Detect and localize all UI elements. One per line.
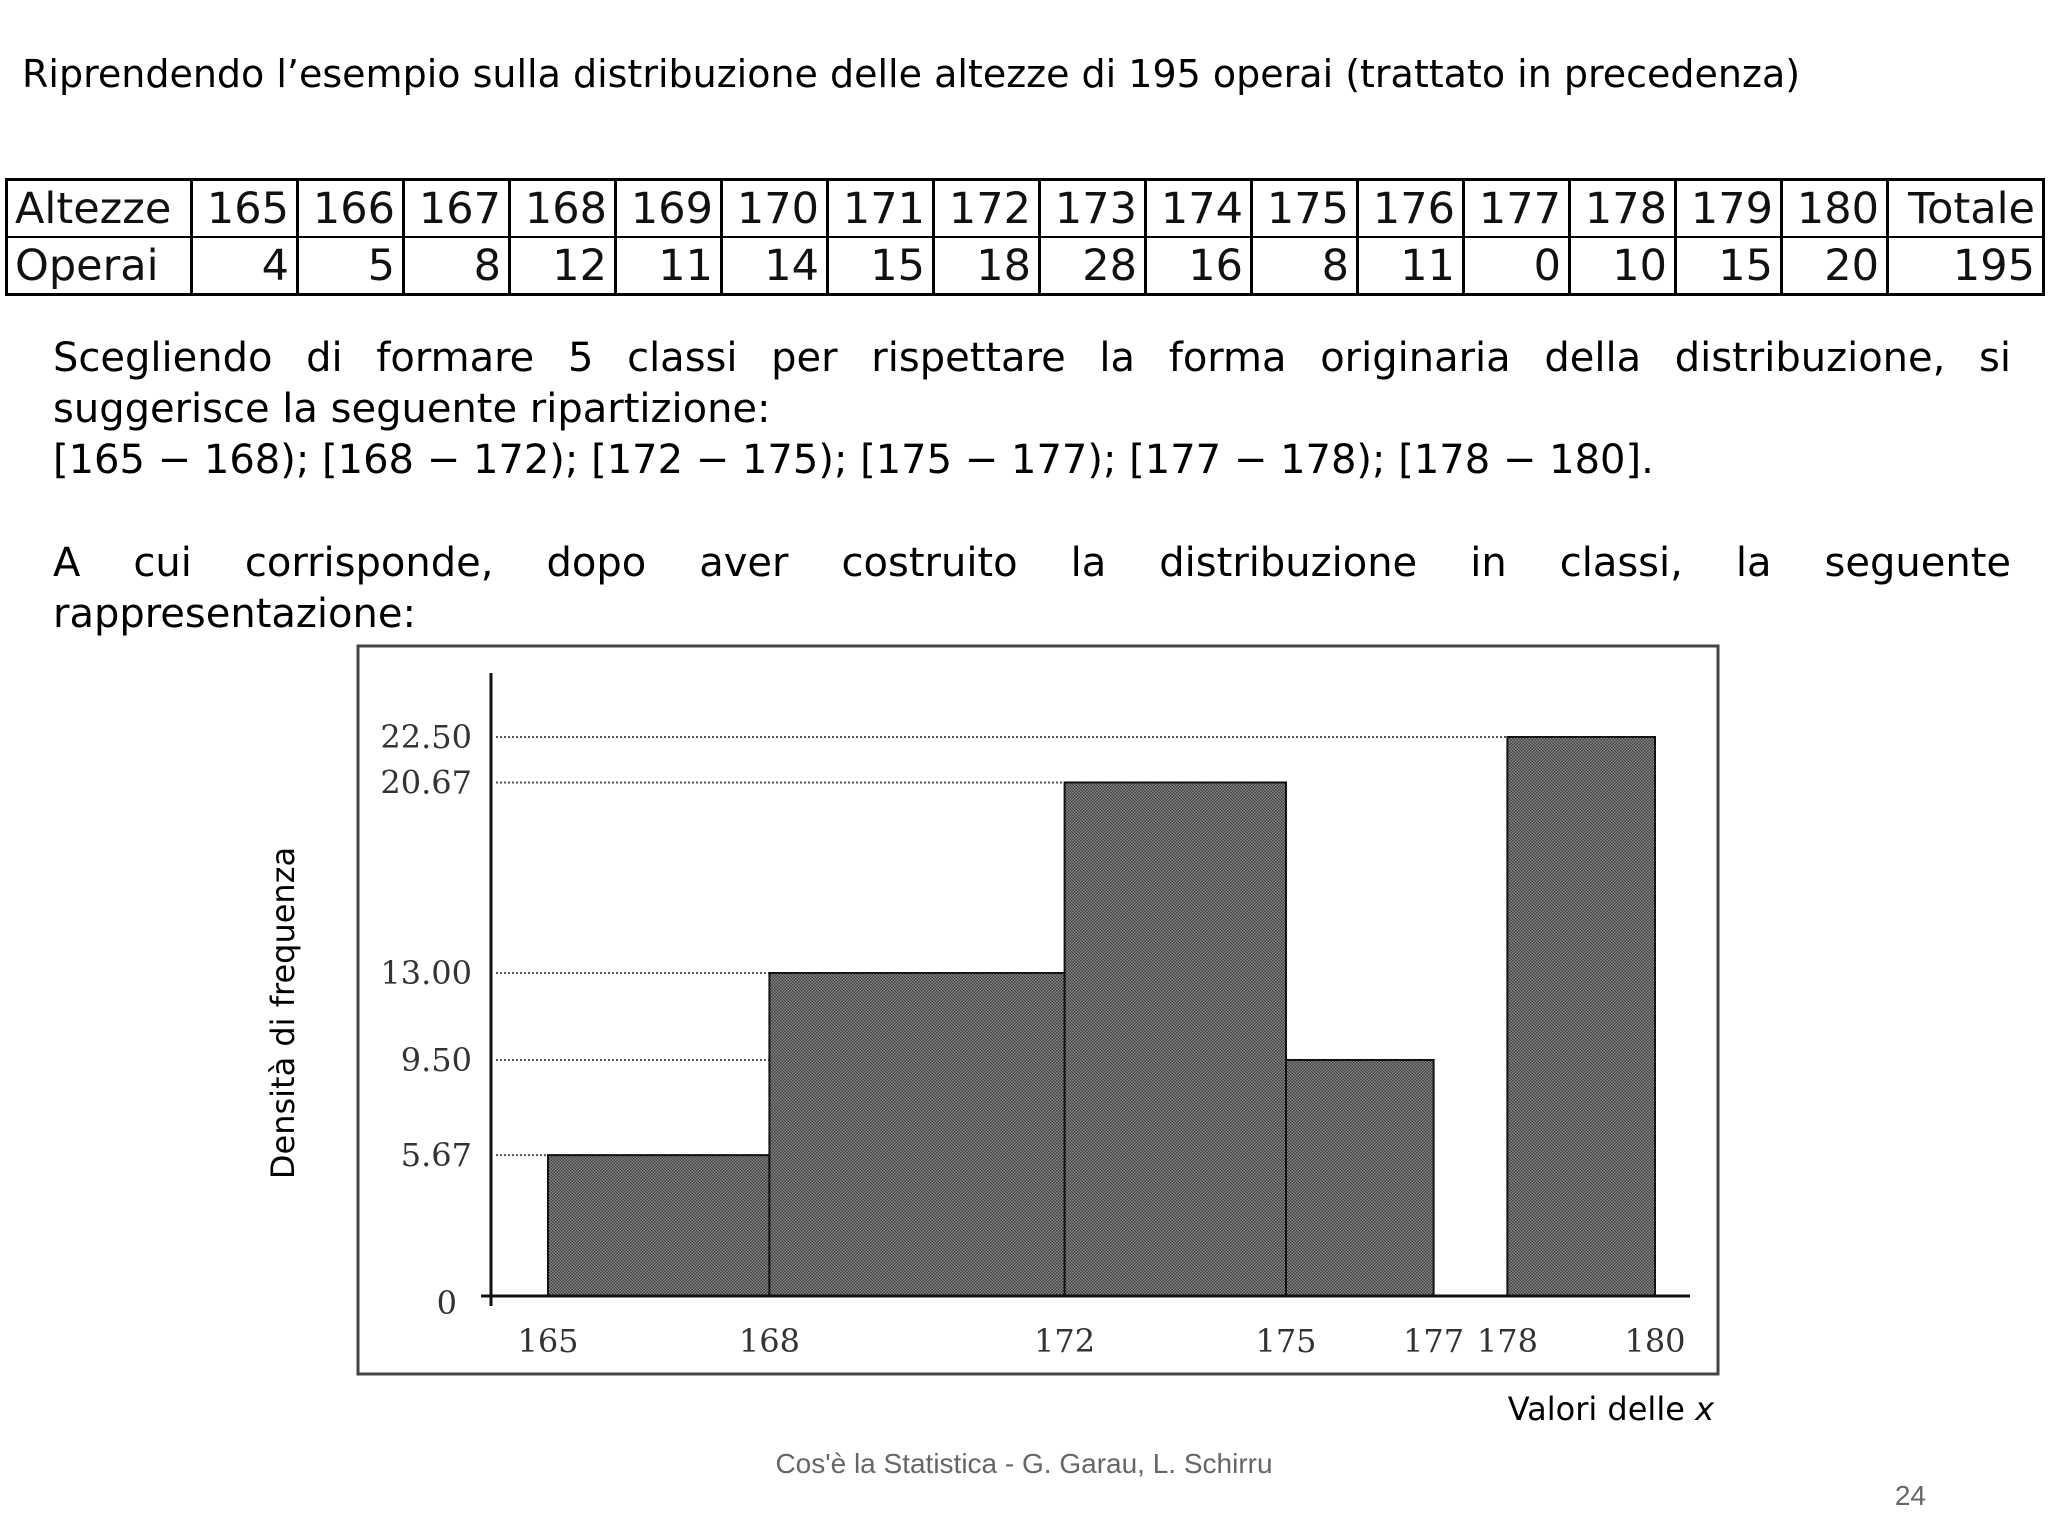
worker-count-cell: 11 — [614, 236, 723, 296]
y-tick-label: 9.50 — [401, 1041, 472, 1079]
worker-count-cell: 5 — [296, 236, 405, 296]
x-tick-label: 165 — [517, 1322, 578, 1360]
worker-count-cell: 18 — [932, 236, 1041, 296]
height-cell: 177 — [1462, 178, 1571, 238]
histogram-bar — [1506, 736, 1657, 1297]
height-cell: 173 — [1038, 178, 1147, 238]
worker-count-cell: 15 — [826, 236, 935, 296]
height-cell: 178 — [1568, 178, 1677, 238]
histogram-bar — [768, 972, 1066, 1297]
x-variable: x — [1695, 1390, 1714, 1428]
height-cell: 179 — [1674, 178, 1783, 238]
height-cell: 172 — [932, 178, 1041, 238]
height-cell: 174 — [1144, 178, 1253, 238]
y-tick-label: 20.67 — [380, 763, 472, 801]
worker-count-cell: 14 — [720, 236, 829, 296]
paragraph-line: suggerisce la seguente ripartizione: — [53, 386, 771, 432]
y-axis-label-text: Densità di frequenza — [264, 846, 302, 1180]
height-cell: 169 — [614, 178, 723, 238]
height-cell: 167 — [402, 178, 511, 238]
row-label-workers: Operai — [5, 236, 193, 296]
class-intervals-line: [165 − 168); [168 − 172); [172 − 175); [… — [53, 437, 1654, 483]
y-tick-label: 13.00 — [380, 954, 472, 992]
height-cell: 175 — [1250, 178, 1359, 238]
worker-count-cell: 20 — [1780, 236, 1889, 296]
class-choice-paragraph: Scegliendo di formare 5 classi per rispe… — [53, 333, 2011, 486]
height-cell: 176 — [1356, 178, 1465, 238]
histogram-bar — [547, 1154, 771, 1297]
worker-count-cell: 0 — [1462, 236, 1571, 296]
x-tick-label: 178 — [1477, 1322, 1538, 1360]
worker-count-cell: 28 — [1038, 236, 1147, 296]
page-number: 24 — [1894, 1480, 1926, 1511]
paragraph-line: rappresentazione: — [53, 591, 416, 637]
x-tick-label: 177 — [1403, 1322, 1464, 1360]
x-axis-label: Valori delle x — [1508, 1390, 1714, 1428]
x-tick-labels: 165 168 172 175 177 178 180 — [517, 1322, 1685, 1360]
height-cell: 180 — [1780, 178, 1889, 238]
representation-paragraph: A cui corrisponde, dopo aver costruito l… — [53, 538, 2011, 640]
histogram-bar — [1063, 781, 1287, 1297]
y-tick-labels: 0 5.67 9.50 13.00 20.67 22.50 — [380, 718, 472, 1322]
height-cell: 171 — [826, 178, 935, 238]
paragraph-line: A cui corrisponde, dopo aver costruito l… — [53, 540, 2011, 586]
y-tick-label: 5.67 — [401, 1136, 472, 1174]
guide-lines — [496, 736, 1508, 1157]
height-cell: 166 — [296, 178, 405, 238]
worker-count-cell: 8 — [1250, 236, 1359, 296]
worker-count-cell: 4 — [190, 236, 299, 296]
x-axis-label-text: Valori delle — [1507, 1390, 1696, 1428]
x-tick-label: 168 — [739, 1322, 800, 1360]
histogram-bar — [1285, 1058, 1435, 1297]
worker-count-cell: 12 — [508, 236, 617, 296]
table-row-heights: Altezze 165 166 167 168 169 170 171 172 … — [5, 178, 2045, 238]
page-heading: Riprendendo l’esempio sulla distribuzion… — [22, 52, 1801, 96]
row-label-heights: Altezze — [5, 178, 193, 238]
worker-count-cell: 8 — [402, 236, 511, 296]
y-tick-label: 22.50 — [380, 718, 472, 756]
total-value-cell: 195 — [1886, 236, 2045, 296]
height-cell: 170 — [720, 178, 829, 238]
x-tick-label: 180 — [1624, 1322, 1685, 1360]
total-label-cell: Totale — [1886, 178, 2045, 238]
paragraph-line: Scegliendo di formare 5 classi per rispe… — [53, 335, 2011, 381]
y-tick-label: 0 — [437, 1284, 457, 1322]
table-row-workers: Operai 4 5 8 12 11 14 15 18 28 16 8 11 0… — [5, 236, 2045, 296]
frequency-table: Altezze 165 166 167 168 169 170 171 172 … — [5, 178, 2045, 296]
height-cell: 165 — [190, 178, 299, 238]
worker-count-cell: 11 — [1356, 236, 1465, 296]
height-cell: 168 — [508, 178, 617, 238]
x-tick-label: 175 — [1255, 1322, 1316, 1360]
worker-count-cell: 10 — [1568, 236, 1677, 296]
footer-credit: Cos'è la Statistica - G. Garau, L. Schir… — [775, 1448, 1273, 1479]
x-tick-label: 172 — [1034, 1322, 1095, 1360]
worker-count-cell: 15 — [1674, 236, 1783, 296]
worker-count-cell: 16 — [1144, 236, 1253, 296]
